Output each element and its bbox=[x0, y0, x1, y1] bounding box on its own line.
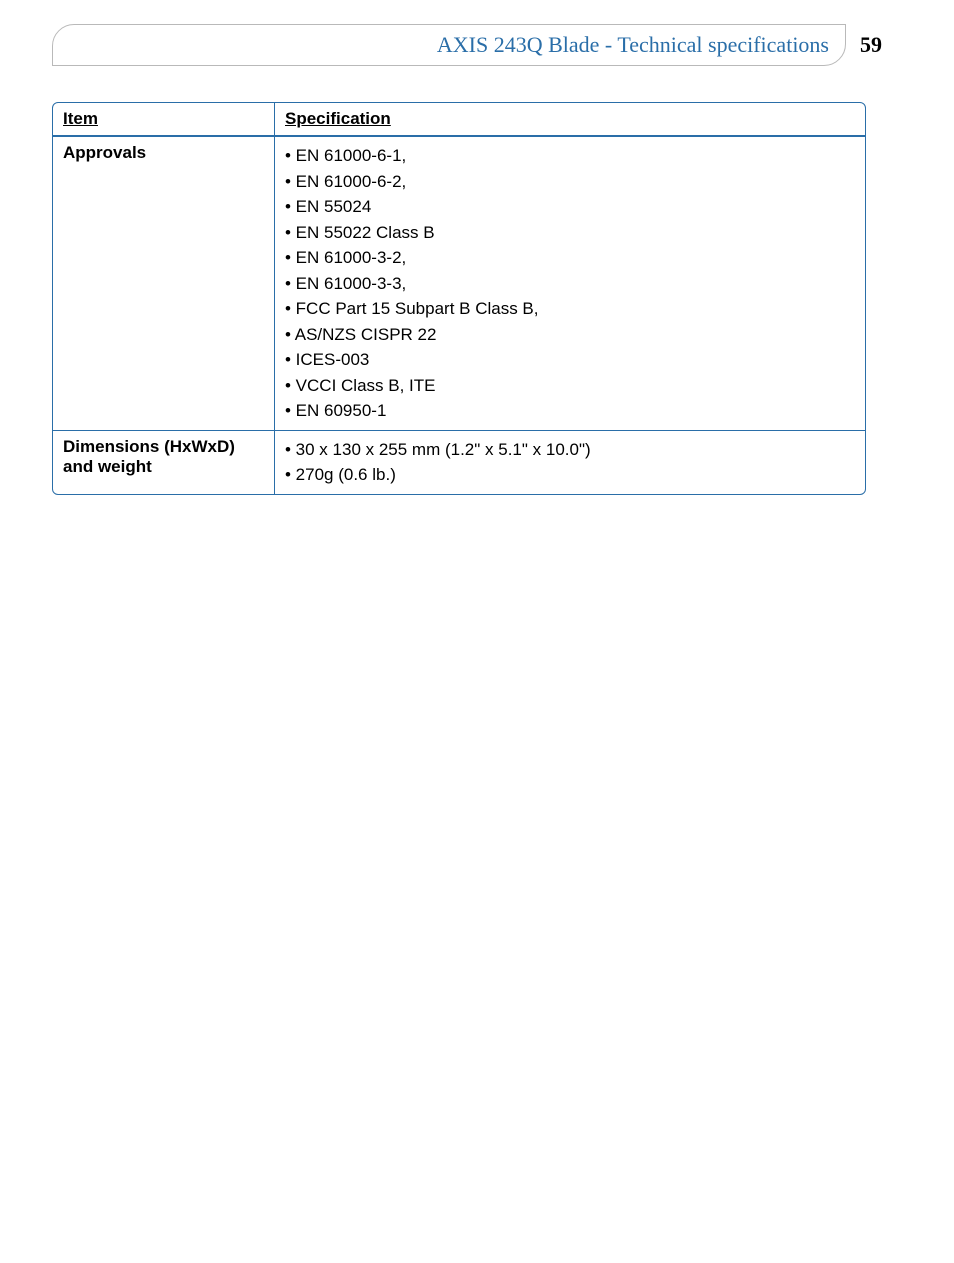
spec-line: • EN 61000-3-2, bbox=[285, 245, 855, 271]
table-row: Dimensions (HxWxD) and weight • 30 x 130… bbox=[53, 430, 865, 494]
spec-line: • EN 60950-1 bbox=[285, 398, 855, 424]
spec-line: • EN 55022 Class B bbox=[285, 220, 855, 246]
table-row: Approvals • EN 61000-6-1, • EN 61000-6-2… bbox=[53, 136, 865, 430]
spec-line: • EN 61000-6-1, bbox=[285, 143, 855, 169]
header-pill: AXIS 243Q Blade - Technical specificatio… bbox=[52, 24, 846, 66]
spec-line: • 30 x 130 x 255 mm (1.2" x 5.1" x 10.0"… bbox=[285, 437, 855, 463]
th-item: Item bbox=[53, 103, 275, 136]
spec-line: • AS/NZS CISPR 22 bbox=[285, 322, 855, 348]
spec-table: Item Specification Approvals • EN 61000-… bbox=[52, 102, 866, 495]
spec-line: • EN 61000-3-3, bbox=[285, 271, 855, 297]
cell-item: Approvals bbox=[53, 136, 275, 430]
spec-line: • ICES-003 bbox=[285, 347, 855, 373]
spec-line: • EN 61000-6-2, bbox=[285, 169, 855, 195]
spec-line: • 270g (0.6 lb.) bbox=[285, 462, 855, 488]
cell-spec: • 30 x 130 x 255 mm (1.2" x 5.1" x 10.0"… bbox=[275, 430, 865, 494]
cell-item: Dimensions (HxWxD) and weight bbox=[53, 430, 275, 494]
page-header: AXIS 243Q Blade - Technical specificatio… bbox=[0, 0, 954, 66]
table-header-row: Item Specification bbox=[53, 103, 865, 136]
th-spec: Specification bbox=[275, 103, 865, 136]
header-title: AXIS 243Q Blade - Technical specificatio… bbox=[437, 32, 829, 58]
content-area: Item Specification Approvals • EN 61000-… bbox=[0, 66, 954, 495]
page-number: 59 bbox=[860, 32, 894, 58]
spec-line: • VCCI Class B, ITE bbox=[285, 373, 855, 399]
spec-line: • EN 55024 bbox=[285, 194, 855, 220]
cell-spec: • EN 61000-6-1, • EN 61000-6-2, • EN 550… bbox=[275, 136, 865, 430]
spec-line: • FCC Part 15 Subpart B Class B, bbox=[285, 296, 855, 322]
